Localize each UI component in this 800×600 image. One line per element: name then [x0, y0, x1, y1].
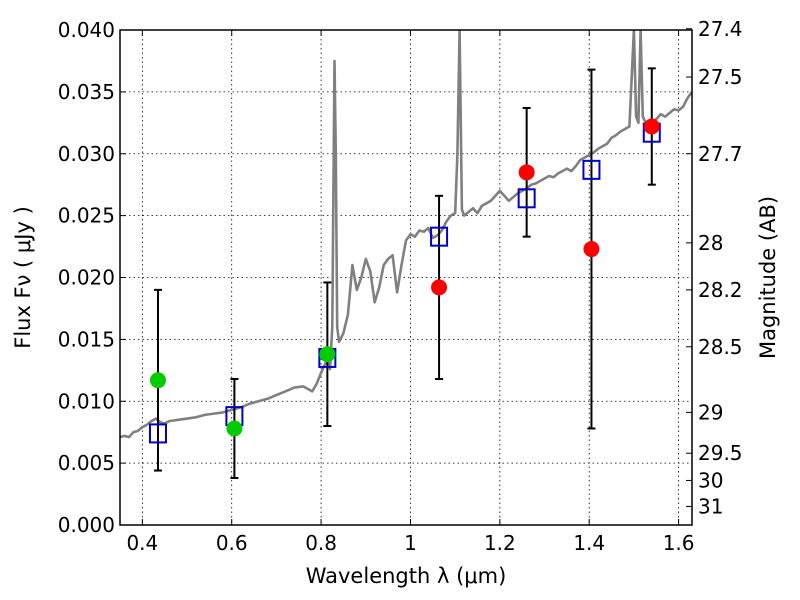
model-photometry-square [517, 188, 536, 209]
y2-tick-label: 29 [698, 400, 723, 424]
y2-tick-label: 31 [698, 494, 723, 518]
model-spectrum-line [120, 30, 692, 439]
y-tick-label: 0.035 [58, 80, 115, 104]
y-tick-label: 0.005 [58, 451, 115, 475]
model-photometry-square [430, 226, 449, 247]
x-tick-label: 1.4 [573, 531, 605, 555]
y2-tick-label: 27.7 [698, 142, 743, 166]
model-spectrum [120, 30, 692, 439]
observed-flux-point [431, 279, 448, 296]
observed-flux-point [319, 346, 336, 363]
y-tick-label: 0.010 [58, 389, 115, 413]
y-tick-label: 0.040 [58, 18, 115, 42]
y-tick-label: 0.000 [58, 513, 115, 537]
x-tick-label: 0.8 [305, 531, 337, 555]
y2-tick-label: 27.4 [698, 17, 743, 41]
model-photometry-square [148, 423, 167, 444]
y-tick-label: 0.030 [58, 142, 115, 166]
y-tick-label: 0.015 [58, 327, 115, 351]
y2-tick-label: 30 [698, 468, 723, 492]
error-bars [153, 67, 656, 479]
observed-flux-point [149, 372, 166, 389]
observed-flux-point [643, 118, 660, 135]
x-tick-label: 1.6 [663, 531, 695, 555]
x-tick-label: 1.2 [484, 531, 516, 555]
observed-flux-point [518, 164, 535, 181]
y2-tick-label: 29.5 [698, 441, 743, 465]
y-tick-label: 0.025 [58, 204, 115, 228]
y-tick-label: 0.020 [58, 266, 115, 290]
model-photometry-square [582, 159, 601, 180]
x-tick-label: 0.4 [126, 531, 158, 555]
x-axis-label: Wavelength λ (μm) [306, 564, 507, 588]
grid-lines [120, 30, 692, 525]
y-axis-label: Flux Fν ( μJy ) [11, 206, 35, 349]
x-tick-label: 1 [404, 531, 417, 555]
y2-tick-label: 28.2 [698, 278, 743, 302]
x-tick-label: 0.6 [216, 531, 248, 555]
observed-flux-point [583, 241, 600, 258]
y-tick-labels: 0.000 0.005 0.010 0.015 0.020 0.025 0.030 0.035… [58, 18, 115, 537]
y2-tick-label: 28.5 [698, 335, 743, 359]
data-markers [148, 118, 661, 444]
axis-ticks [120, 28, 692, 526]
y2-tick-label: 27.5 [698, 65, 743, 89]
observed-flux-point [226, 420, 243, 437]
y2-axis-label: Magnitude (AB) [756, 196, 780, 359]
y2-tick-label: 28 [698, 231, 723, 255]
x-tick-labels: 0.4 0.6 0.8 1 1.2 1.4 1.6 [126, 531, 694, 555]
